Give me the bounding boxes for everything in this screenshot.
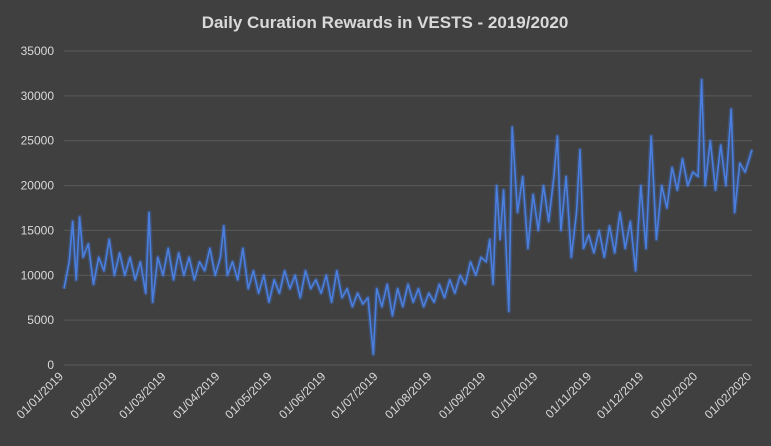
series-line	[63, 78, 753, 356]
x-tick-label: 01/04/2019	[170, 369, 223, 422]
y-tick-label: 25000	[21, 134, 55, 148]
x-tick-label: 01/03/2019	[116, 369, 169, 422]
gridlines	[64, 50, 752, 366]
y-tick-label: 15000	[21, 223, 55, 237]
series-line-glow	[61, 77, 755, 357]
x-tick-label: 01/10/2019	[488, 369, 541, 422]
y-tick-label: 20000	[21, 179, 55, 193]
x-tick-label: 01/01/2019	[14, 369, 67, 422]
x-tick-label: 01/12/2019	[594, 369, 647, 422]
y-tick-label: 10000	[21, 268, 55, 282]
x-tick-label: 01/09/2019	[436, 369, 489, 422]
x-tick-label: 01/08/2019	[382, 369, 435, 422]
series-group	[61, 77, 755, 357]
x-tick-label: 01/07/2019	[328, 369, 381, 422]
y-tick-label: 5000	[27, 313, 54, 327]
x-tick-label: 01/06/2019	[276, 369, 329, 422]
y-tick-label: 0	[47, 358, 54, 372]
y-tick-label: 35000	[21, 44, 55, 58]
y-tick-label: 30000	[21, 89, 55, 103]
x-tick-label: 01/01/2020	[648, 369, 701, 422]
x-tick-label: 01/02/2019	[68, 369, 121, 422]
chart-title: Daily Curation Rewards in VESTS - 2019/2…	[202, 13, 569, 32]
y-axis-ticks: 0 5000 10000 15000 20000 25000 30000 35000	[21, 44, 55, 372]
x-tick-label: 01/02/2020	[702, 369, 755, 422]
x-tick-label: 01/05/2019	[222, 369, 275, 422]
x-tick-label: 01/11/2019	[543, 369, 595, 421]
